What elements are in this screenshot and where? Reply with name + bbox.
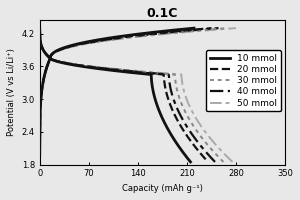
- Legend: 10 mmol, 20 mmol, 30 mmol, 40 mmol, 50 mmol: 10 mmol, 20 mmol, 30 mmol, 40 mmol, 50 m…: [206, 50, 280, 111]
- Title: 0.1C: 0.1C: [147, 7, 178, 20]
- Y-axis label: Potential (V vs Li/Li⁺): Potential (V vs Li/Li⁺): [7, 48, 16, 136]
- X-axis label: Capacity (mAh g⁻¹): Capacity (mAh g⁻¹): [122, 184, 203, 193]
